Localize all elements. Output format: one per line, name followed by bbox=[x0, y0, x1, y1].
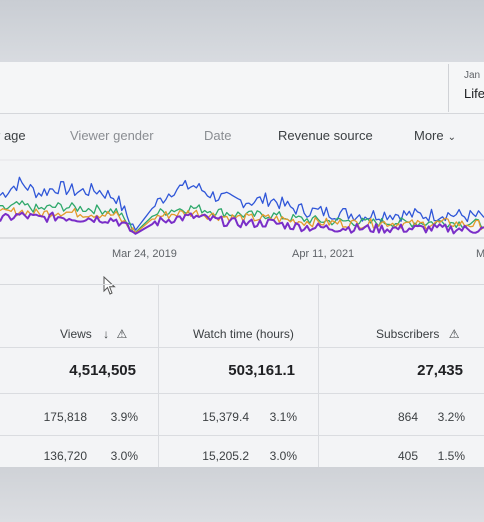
row-1-watch-time-pct: 3.1% bbox=[269, 410, 297, 424]
tab-date[interactable]: Date bbox=[204, 128, 232, 143]
sort-down-icon[interactable]: ↓ bbox=[103, 327, 110, 341]
date-range-dropdown[interactable]: Life bbox=[464, 86, 484, 101]
metrics-table: Views ↓ ⚠ Watch time (hours) Subscribers… bbox=[0, 284, 484, 467]
row-1-subscribers-pct: 3.2% bbox=[437, 410, 465, 424]
x-tick-label: Apr 11, 2021 bbox=[292, 248, 355, 260]
row-1-views-value: 175,818 bbox=[43, 410, 87, 424]
row-2-subscribers-value: 405 bbox=[397, 449, 418, 463]
row-2-views-pct: 3.0% bbox=[110, 449, 138, 463]
tab-revenue-source[interactable]: Revenue source bbox=[278, 128, 373, 143]
date-range-label: Jan bbox=[464, 70, 481, 81]
warning-icon: ⚠ bbox=[116, 327, 128, 341]
column-header-subscribers[interactable]: Subscribers ⚠ bbox=[376, 327, 459, 341]
row-divider bbox=[0, 347, 484, 348]
row-2-subscribers-pct: 1.5% bbox=[437, 449, 465, 463]
line-chart-svg bbox=[0, 159, 484, 239]
mouse-cursor-icon bbox=[103, 276, 116, 295]
chevron-down-icon: ⌄ bbox=[447, 132, 457, 143]
row-2-views-value: 136,720 bbox=[43, 449, 87, 463]
analytics-screen: Jan Life r age Viewer gender Date Revenu… bbox=[0, 62, 484, 467]
series-line-2 bbox=[0, 200, 484, 233]
header-divider bbox=[448, 64, 449, 112]
column-header-watch-time[interactable]: Watch time (hours) bbox=[193, 327, 294, 341]
column-header-views[interactable]: Views ↓ ⚠ bbox=[60, 327, 127, 341]
total-views: 4,514,505 bbox=[69, 362, 136, 379]
total-subscribers: 27,435 bbox=[417, 362, 463, 379]
series-line-3 bbox=[0, 207, 484, 234]
total-watch-time: 503,161.1 bbox=[228, 362, 295, 379]
series-line-4 bbox=[0, 211, 484, 235]
line-chart bbox=[0, 158, 484, 242]
tab-more[interactable]: More ⌄ bbox=[414, 128, 456, 143]
row-1-watch-time-value: 15,379.4 bbox=[202, 410, 249, 424]
column-divider bbox=[158, 285, 159, 467]
row-divider bbox=[0, 393, 484, 394]
series-line-1 bbox=[0, 176, 484, 231]
row-2-watch-time-pct: 3.0% bbox=[269, 449, 297, 463]
x-tick-label: M bbox=[476, 248, 484, 260]
column-divider bbox=[318, 285, 319, 467]
monitor-bottom-area bbox=[0, 467, 484, 522]
monitor-top-area bbox=[0, 0, 484, 62]
row-1-views-pct: 3.9% bbox=[110, 410, 138, 424]
tab-more-label: More bbox=[414, 128, 444, 143]
x-tick-label: Mar 24, 2019 bbox=[112, 248, 177, 260]
views-header-label: Views bbox=[60, 327, 92, 341]
header-row: Jan Life bbox=[0, 62, 484, 114]
tab-viewer-gender[interactable]: Viewer gender bbox=[70, 128, 154, 143]
warning-icon: ⚠ bbox=[448, 327, 460, 341]
dimension-tabs: r age Viewer gender Date Revenue source … bbox=[0, 122, 484, 148]
subscribers-header-label: Subscribers bbox=[376, 327, 440, 341]
tab-viewer-age[interactable]: r age bbox=[0, 128, 26, 143]
row-2-watch-time-value: 15,205.2 bbox=[202, 449, 249, 463]
row-divider bbox=[0, 435, 484, 436]
row-1-subscribers-value: 864 bbox=[397, 410, 418, 424]
